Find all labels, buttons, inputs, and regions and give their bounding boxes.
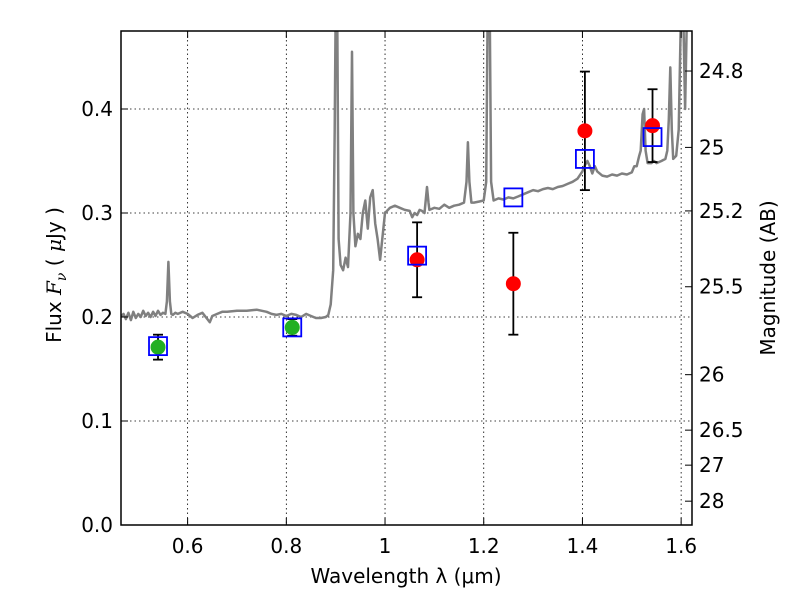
y-axis-right-title: Magnitude (AB) (756, 200, 780, 355)
mag-tick-label: 24.8 (699, 59, 744, 83)
y-axis-title: Flux Fν ( μJy ) (42, 207, 70, 343)
mag-tick-label: 26.5 (699, 418, 744, 442)
x-tick-label: 1.4 (567, 534, 599, 558)
y-tick-label: 0.4 (81, 97, 113, 121)
model-spectrum-layer (121, 31, 688, 324)
svg-text:Flux Fν ( μJy ): Flux Fν ( μJy ) (42, 207, 70, 343)
mag-tick-label: 25 (699, 135, 724, 159)
axis-ticks: 0.6 0.8 1 1.2 1.4 1.6 0.0 0.1 0.2 0.3 0.4 24.8 25 25.… (81, 31, 744, 558)
x-tick-label: 1.6 (665, 534, 697, 558)
mag-tick-label: 28 (699, 489, 724, 513)
y-tick-label: 0.1 (81, 409, 113, 433)
plot-frame (120, 30, 693, 526)
x-tick-label: 0.6 (172, 534, 204, 558)
data-point (645, 118, 661, 134)
mag-tick-label: 27 (699, 453, 724, 477)
grid-lines (121, 31, 692, 525)
model-photometry-square (503, 187, 524, 208)
model-photometry-square (575, 149, 595, 169)
svg-text:Magnitude (AB): Magnitude (AB) (756, 200, 780, 355)
y-tick-label: 0.3 (81, 201, 113, 225)
data-points (150, 118, 661, 355)
data-point (577, 123, 593, 139)
x-tick-label: 0.8 (270, 534, 302, 558)
y-tick-label: 0.2 (81, 305, 113, 329)
x-axis-title: Wavelength λ (μm) (310, 564, 501, 588)
model-photometry-square (642, 127, 663, 147)
data-point (284, 319, 300, 335)
model-photometry-square (407, 245, 428, 266)
mag-tick-label: 26 (699, 363, 724, 387)
data-point (409, 252, 425, 268)
x-tick-label: 1 (379, 534, 392, 558)
mag-tick-label: 25.2 (699, 199, 744, 223)
y-tick-label: 0.0 (81, 513, 113, 537)
x-tick-label: 1.2 (468, 534, 500, 558)
model-photometry-squares (148, 127, 663, 357)
model-spectrum-line (121, 31, 688, 324)
data-point (505, 276, 521, 292)
model-photometry-square (282, 317, 303, 338)
model-photometry-square (148, 336, 168, 357)
data-point (150, 339, 166, 355)
mag-tick-label: 25.5 (699, 275, 744, 299)
error-bars (153, 70, 658, 361)
